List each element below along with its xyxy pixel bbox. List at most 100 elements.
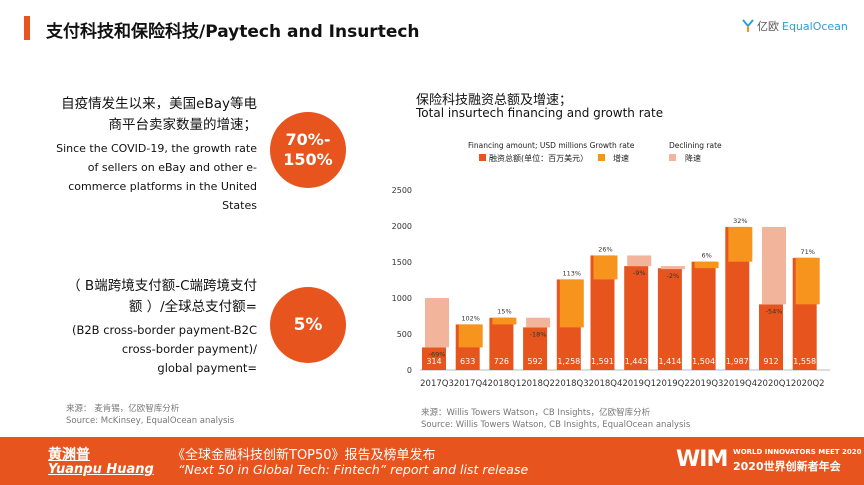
logo-text-cn: 亿欧 bbox=[757, 20, 779, 33]
x-tick-label: 2018Q4 bbox=[589, 379, 623, 389]
growth-rate-label: 71% bbox=[800, 248, 814, 256]
growth-rate-label: 32% bbox=[733, 217, 747, 225]
financing-bar bbox=[657, 268, 682, 370]
growth-rate-bar bbox=[728, 226, 753, 262]
stat1-description: 自疫情发生以来，美国eBay等电 商平台卖家数量的增速； Since the C… bbox=[17, 94, 257, 215]
stat1-value-circle: 70%- 150% bbox=[270, 112, 346, 188]
bar-value-label: 1,987 bbox=[726, 357, 749, 366]
stat1-en-line: commerce platforms in the United bbox=[68, 180, 257, 193]
chart-marks: 0 500 1000 1500 2000 2500 314-69% 2017Q3 633 102%… bbox=[392, 186, 825, 389]
legend-title-left: Financing amount; USD millions Growth ra… bbox=[468, 141, 635, 150]
growth-rate-bar bbox=[762, 226, 786, 305]
financing-bar bbox=[489, 317, 514, 370]
event-title-cn: 《全球金融科技创新TOP50》报告及榜单发布 bbox=[172, 448, 436, 463]
bar-value-label: 1,504 bbox=[692, 357, 715, 366]
growth-rate-label: -54% bbox=[766, 307, 783, 315]
stat1-value-line: 150% bbox=[283, 150, 333, 169]
financing-bar bbox=[556, 279, 581, 370]
bar-value-label: 314 bbox=[426, 357, 441, 366]
growth-rate-label: 6% bbox=[701, 252, 711, 260]
event-title-en: “Next 50 in Global Tech: Fintech” report… bbox=[178, 462, 529, 477]
speaker-name-en: Yuanpu Huang bbox=[48, 462, 154, 477]
y-tick-label: 1000 bbox=[392, 294, 412, 303]
title-accent-bar bbox=[24, 16, 30, 40]
y-tick-label: 2000 bbox=[392, 222, 412, 231]
stat-source: 来源： 麦肯锡，亿欧智库分析 Source: McKinsey, EqualOc… bbox=[66, 403, 234, 427]
legend-growth-swatch bbox=[598, 154, 605, 161]
growth-rate-label: -18% bbox=[530, 330, 547, 338]
x-tick-label: 2019Q4 bbox=[723, 379, 757, 389]
footer-bar bbox=[0, 437, 864, 485]
chart-title-en: Total insurtech financing and growth rat… bbox=[416, 106, 664, 120]
stat1-en-line: of sellers on eBay and other e- bbox=[87, 161, 257, 174]
wim-logo: WIM bbox=[676, 447, 728, 472]
bar-value-label: 1,443 bbox=[625, 357, 648, 366]
bar-value-label: 633 bbox=[460, 357, 475, 366]
financing-bar bbox=[455, 324, 480, 370]
y-tick-label: 1500 bbox=[392, 258, 412, 267]
financing-bar bbox=[759, 304, 783, 370]
growth-rate-bar bbox=[559, 279, 584, 328]
x-tick-label: 2018Q1 bbox=[488, 379, 522, 389]
legend-financing-label: 融资总额(单位：百万美元） bbox=[489, 153, 588, 163]
chart-source: 来源：Willis Towers Watson，CB Insights，亿欧智库… bbox=[421, 407, 690, 431]
stat1-cn-line: 自疫情发生以来，美国eBay等电 bbox=[61, 96, 257, 112]
bar-value-label: 1,258 bbox=[557, 357, 580, 366]
x-tick-label: 2017Q3 bbox=[420, 379, 454, 389]
growth-rate-label: 113% bbox=[563, 269, 582, 277]
x-tick-label: 2019Q2 bbox=[656, 379, 690, 389]
wim-subtitle-en: WORLD INNOVATORS MEET 2020 bbox=[733, 448, 862, 456]
financing-bar bbox=[422, 347, 446, 370]
bar-value-label: 1,414 bbox=[658, 357, 681, 366]
stat2-cn-line: （ B端跨境支付额-C端跨境支付 bbox=[67, 278, 257, 294]
stat2-en-line: global payment= bbox=[157, 361, 257, 375]
financing-bar bbox=[725, 226, 750, 370]
bar-value-label: 592 bbox=[527, 357, 542, 366]
stat-source-cn: 来源： 麦肯锡，亿欧智库分析 bbox=[66, 404, 180, 414]
stat2-en-line: (B2B cross-border payment-B2C bbox=[71, 323, 257, 337]
x-tick-label: 2019Q1 bbox=[622, 379, 656, 389]
y-tick-label: 500 bbox=[397, 330, 412, 339]
growth-rate-bar bbox=[593, 255, 618, 280]
financing-bar bbox=[590, 255, 615, 370]
growth-rate-label: -69% bbox=[429, 350, 446, 358]
stat2-cn-line: 额 ）/全球总支付额= bbox=[128, 299, 257, 315]
legend-financing-swatch bbox=[479, 154, 486, 161]
stat-source-en: Source: McKinsey, EqualOcean analysis bbox=[66, 416, 235, 426]
growth-rate-label: -9% bbox=[633, 269, 646, 277]
stat2-value: 5% bbox=[293, 315, 323, 335]
growth-rate-label: 15% bbox=[497, 308, 511, 316]
chart-source-cn: 来源：Willis Towers Watson，CB Insights，亿欧智库… bbox=[421, 408, 651, 418]
legend-decline-swatch bbox=[669, 154, 676, 161]
growth-rate-label: -2% bbox=[667, 272, 680, 280]
y-tick-label: 0 bbox=[407, 366, 412, 375]
stat2-description: （ B端跨境支付额-C端跨境支付 额 ）/全球总支付额= (B2B cross-… bbox=[17, 276, 257, 378]
financing-bar bbox=[523, 327, 548, 370]
financing-bar bbox=[691, 261, 716, 370]
x-tick-label: 2019Q3 bbox=[690, 379, 724, 389]
x-tick-label: 2018Q3 bbox=[555, 379, 589, 389]
x-tick-label: 2017Q4 bbox=[454, 379, 488, 389]
growth-rate-bar bbox=[492, 317, 517, 325]
bar-value-label: 1,558 bbox=[793, 357, 816, 366]
growth-rate-bar bbox=[425, 298, 449, 348]
financing-bar bbox=[792, 257, 817, 370]
x-tick-label: 2020Q2 bbox=[791, 379, 825, 389]
y-tick-label: 2500 bbox=[392, 186, 412, 195]
bar-value-label: 726 bbox=[494, 357, 509, 366]
chart-title-cn: 保险科技融资总额及增速； bbox=[416, 93, 573, 108]
stat2-en-line: cross-border payment)/ bbox=[121, 342, 257, 356]
growth-rate-bar bbox=[694, 261, 719, 269]
growth-rate-bar bbox=[526, 317, 551, 328]
x-tick-label: 2020Q1 bbox=[757, 379, 791, 389]
bar-value-label: 1,591 bbox=[591, 357, 614, 366]
legend-decline-label: 降速 bbox=[685, 153, 701, 163]
growth-rate-bar bbox=[795, 257, 820, 305]
speaker-name-cn: 黄渊普 bbox=[48, 447, 90, 463]
legend-title-right: Declining rate bbox=[669, 141, 722, 150]
stat1-en-line: States bbox=[222, 199, 257, 212]
growth-rate-label: 102% bbox=[461, 314, 480, 322]
stat1-value-line: 70%- bbox=[285, 130, 331, 149]
legend-growth-label: 增速 bbox=[613, 153, 629, 163]
growth-rate-bar bbox=[627, 255, 652, 267]
